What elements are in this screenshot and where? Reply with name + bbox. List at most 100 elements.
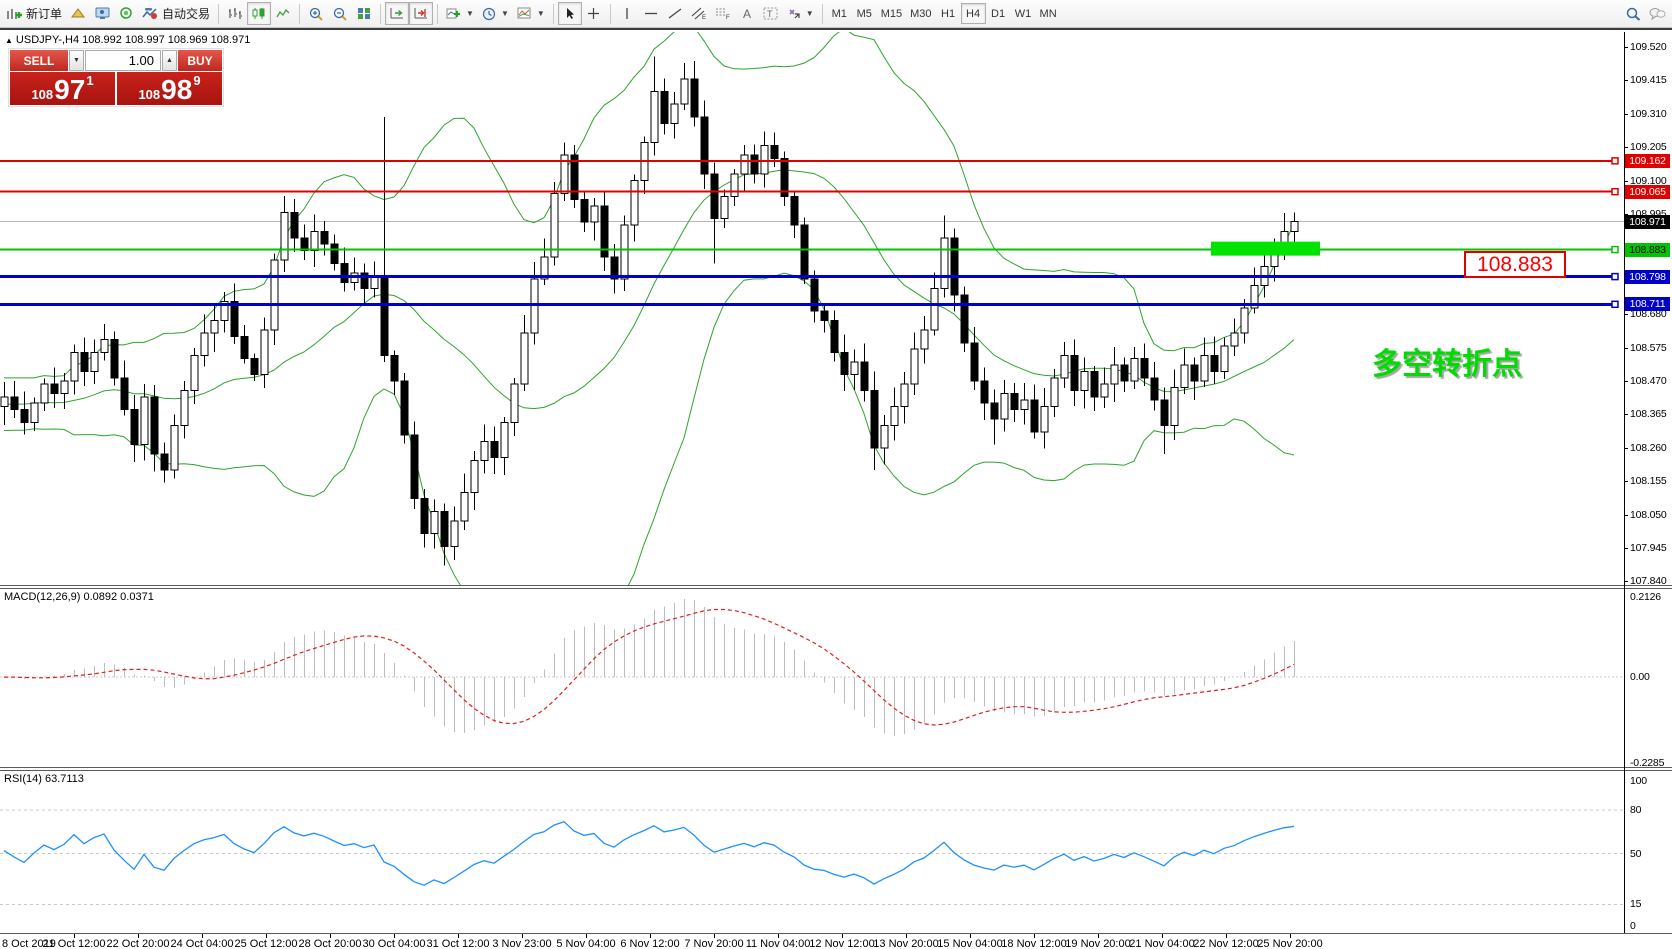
timeframe-h1[interactable]: H1	[936, 3, 961, 24]
green-zone-box	[1211, 241, 1320, 256]
rsi-plot[interactable]	[0, 771, 1624, 933]
chat-button[interactable]	[1645, 2, 1670, 25]
pane-separator[interactable]	[0, 767, 1672, 771]
buy-price-prefix: 108	[138, 87, 161, 102]
terminal-button[interactable]	[90, 2, 114, 25]
time-tick-mark	[1162, 934, 1163, 938]
candle-body	[390, 355, 399, 382]
candle-body	[200, 332, 209, 357]
trendline-button[interactable]	[663, 2, 687, 25]
sell-price[interactable]: 108 97 1	[10, 72, 115, 105]
macd-pane[interactable]	[0, 589, 1624, 767]
auto-scroll-button[interactable]	[385, 2, 410, 25]
candle-body	[610, 256, 619, 280]
sell-button[interactable]: SELL	[10, 50, 68, 71]
one-click-toggle[interactable]: ▲	[5, 36, 13, 45]
strategy-tester-button[interactable]	[114, 2, 138, 25]
candle-body	[410, 434, 419, 500]
terminal-icon	[95, 7, 110, 19]
pane-separator[interactable]	[0, 585, 1672, 589]
timeframe-d1[interactable]: D1	[986, 3, 1011, 24]
buy-button[interactable]: BUY	[178, 50, 222, 71]
candlestick-plot[interactable]	[0, 32, 1624, 585]
auto-trading-button[interactable]: 自动交易	[138, 2, 214, 25]
timeframe-m1[interactable]: M1	[827, 3, 852, 24]
zoom-in-button[interactable]	[304, 2, 328, 25]
candle-body	[480, 440, 489, 461]
chart-shift-button[interactable]	[409, 2, 434, 25]
clock-icon	[482, 7, 496, 20]
main-chart-pane[interactable]	[0, 32, 1624, 585]
zoom-out-button[interactable]	[328, 2, 352, 25]
timeframe-mn[interactable]: MN	[1036, 3, 1061, 24]
price-tick-mark	[1624, 348, 1628, 349]
candlestick-chart-button[interactable]	[247, 2, 272, 25]
crosshair-button[interactable]	[582, 2, 606, 25]
equidistant-channel-button[interactable]: E	[687, 2, 711, 25]
candle-body	[540, 256, 549, 280]
search-button[interactable]	[1621, 2, 1645, 25]
time-label: 3 Nov 23:00	[492, 938, 552, 949]
horizontal-line-button[interactable]	[639, 2, 663, 25]
toolbar-separator	[299, 3, 301, 24]
macd-plot[interactable]	[0, 589, 1624, 767]
arrows-button[interactable]: ▼	[783, 2, 818, 25]
chart-shift-icon	[414, 8, 428, 19]
resistance-price-label[interactable]: 108.883	[1464, 251, 1566, 278]
price-tick-mark	[1624, 214, 1628, 215]
candle-body	[960, 294, 969, 344]
price-axis-line	[1624, 32, 1625, 933]
time-label: 24 Oct 04:00	[170, 938, 234, 949]
tile-windows-button[interactable]	[352, 2, 376, 25]
price-tick-label: 109.205	[1630, 141, 1667, 153]
buy-price[interactable]: 108 98 9	[117, 72, 222, 105]
candle-body	[20, 409, 29, 423]
candle-body	[880, 424, 889, 449]
price-tick-mark	[1624, 181, 1628, 182]
market-watch-button[interactable]	[66, 2, 90, 25]
templates-button[interactable]: ▼	[513, 2, 549, 25]
indicators-button[interactable]: ▼	[442, 2, 478, 25]
volume-increase-button[interactable]: ▲	[162, 50, 177, 71]
price-tick-label: 108.575	[1630, 342, 1667, 354]
dropdown-caret: ▼	[805, 9, 814, 18]
line-chart-button[interactable]	[271, 2, 295, 25]
price-tick-mark	[1624, 147, 1628, 148]
timeframe-m5[interactable]: M5	[852, 3, 877, 24]
volume-input[interactable]	[85, 50, 161, 71]
time-axis[interactable]: 8 Oct 2019 21 Oct 12:00 22 Oct 20:00 24 Oct…	[0, 934, 1672, 949]
price-tick-label: 108.470	[1630, 375, 1667, 387]
time-tick-mark	[842, 934, 843, 938]
market-watch-icon	[70, 8, 85, 18]
fibonacci-button[interactable]: F	[711, 2, 735, 25]
cursor-button[interactable]	[557, 2, 582, 25]
timeframe-m30[interactable]: M30	[906, 3, 935, 24]
rsi-axis-label: 80	[1630, 804, 1642, 816]
candle-body	[1240, 307, 1249, 334]
strategy-tester-icon	[119, 7, 132, 19]
candle-body	[110, 339, 119, 379]
timeframe-h4[interactable]: H4	[960, 3, 986, 24]
pivot-annotation[interactable]: 多空转折点	[1372, 348, 1522, 381]
timeframe-w1[interactable]: W1	[1011, 3, 1036, 24]
text-button[interactable]: A	[735, 2, 759, 25]
candle-body	[630, 180, 639, 226]
candle-body	[340, 262, 349, 283]
candle-body	[1210, 355, 1219, 372]
candle-body	[650, 90, 659, 143]
periods-button[interactable]: ▼	[478, 2, 513, 25]
rsi-pane[interactable]	[0, 771, 1624, 933]
text-label-button[interactable]: T	[759, 2, 783, 25]
vertical-line-button[interactable]	[615, 2, 639, 25]
time-label: 25 Oct 12:00	[234, 938, 298, 949]
toolbar: 新订单 自动交易	[0, 0, 1672, 28]
candle-body	[1230, 332, 1239, 347]
volume-decrease-button[interactable]: ▼	[69, 50, 84, 71]
timeframe-m15[interactable]: M15	[877, 3, 906, 24]
candle-body	[1120, 364, 1129, 382]
bar-chart-button[interactable]	[223, 2, 247, 25]
candle-body	[560, 154, 569, 194]
new-order-button[interactable]: 新订单	[2, 2, 66, 25]
price-tick-label: 108.050	[1630, 509, 1667, 521]
